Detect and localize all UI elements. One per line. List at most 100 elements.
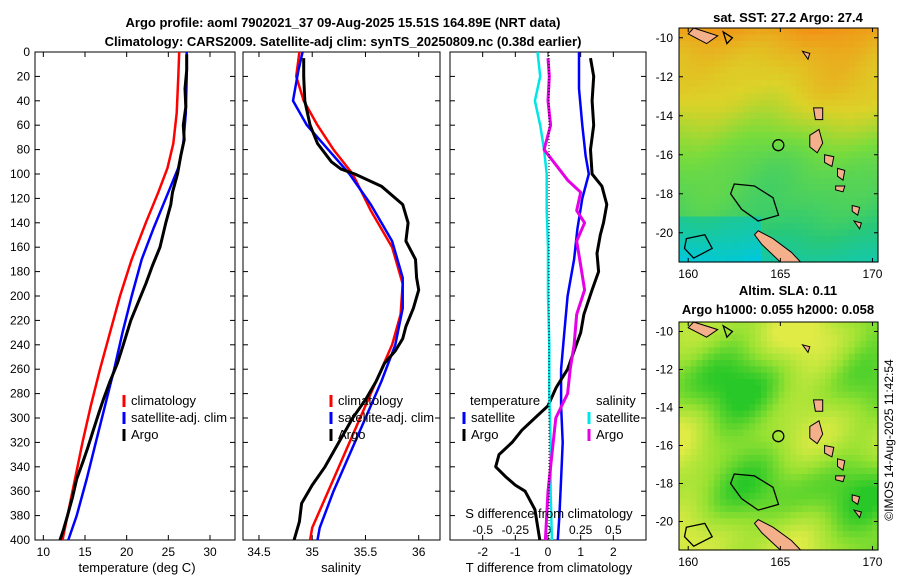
map-cell: [831, 203, 838, 211]
map-cell: [772, 341, 780, 348]
land-polygon: [687, 321, 719, 338]
map-cell: [719, 480, 727, 488]
y-tick-label: 360: [10, 484, 30, 498]
map-cell: [807, 203, 815, 211]
map-cell: [778, 177, 785, 185]
map-cell: [772, 34, 780, 42]
map-cell: [819, 347, 826, 355]
map-cell: [725, 341, 733, 348]
map-cell: [708, 54, 715, 62]
map-cell: [725, 41, 733, 49]
map-cell: [831, 119, 838, 127]
map-cell: [755, 360, 762, 367]
map-cell: [766, 417, 774, 424]
map-cell: [749, 474, 756, 481]
map-cell: [719, 242, 727, 250]
map-cell: [684, 60, 692, 68]
map-cell: [872, 391, 879, 399]
lat-tick-label: -20: [656, 515, 674, 529]
map-cell: [714, 112, 721, 120]
map-cell: [848, 236, 856, 244]
map-cell: [801, 119, 809, 127]
map-cell: [755, 125, 762, 133]
map-cell: [866, 480, 873, 488]
map-cell: [743, 505, 750, 513]
map-cell: [684, 385, 692, 393]
map-cell: [801, 138, 809, 146]
map-cell: [696, 203, 704, 211]
map-cell: [696, 398, 704, 405]
map-cell: [848, 518, 856, 526]
map-cell: [837, 28, 844, 36]
map-cell: [784, 417, 791, 424]
y-tick-label: 220: [10, 313, 30, 327]
map-cell: [696, 455, 704, 462]
map-cell: [807, 145, 815, 153]
map-cell: [848, 512, 856, 519]
map-cell: [801, 499, 809, 507]
map-cell: [790, 184, 797, 192]
map-cell: [684, 177, 692, 185]
map-cell: [837, 334, 844, 342]
map-cell: [784, 455, 791, 462]
map-cell: [702, 448, 709, 456]
map-cell: [772, 54, 780, 62]
map-cell: [801, 366, 809, 374]
map-cell: [708, 404, 715, 412]
map-cell: [807, 86, 815, 94]
map-cell: [684, 372, 692, 380]
map-cell: [796, 119, 803, 127]
map-cell: [749, 499, 756, 507]
map-cell: [725, 429, 733, 437]
map-cell: [749, 158, 756, 166]
map-cell: [784, 229, 791, 237]
map-cell: [737, 512, 744, 519]
map-cell: [813, 203, 821, 211]
map-cell: [690, 47, 698, 55]
map-cell: [714, 385, 721, 393]
map-cell: [860, 353, 867, 361]
map-cell: [872, 249, 879, 257]
map-cell: [725, 467, 733, 475]
map-cell: [842, 353, 850, 361]
map-cell: [714, 145, 721, 153]
map-cell: [743, 518, 750, 526]
map-cell: [831, 236, 838, 244]
map-cell: [813, 73, 821, 81]
map-cell: [854, 93, 862, 101]
map-cell: [696, 47, 704, 55]
map-cell: [842, 398, 850, 405]
map-cell: [772, 429, 780, 437]
map-cell: [784, 372, 791, 380]
map-cell: [784, 512, 791, 519]
map-cell: [772, 216, 780, 224]
map-cell: [778, 410, 785, 418]
map-cell: [749, 455, 756, 462]
map-cell: [837, 360, 844, 367]
map-cell: [831, 171, 838, 179]
map-cell: [837, 372, 844, 380]
map-cell: [819, 423, 826, 431]
map-cell: [866, 474, 873, 481]
map-cell: [819, 537, 826, 545]
map-cell: [796, 455, 803, 462]
map-cell: [854, 404, 862, 412]
map-cell: [737, 524, 744, 532]
map-cell: [684, 132, 692, 140]
map-cell: [708, 190, 715, 198]
map-cell: [872, 334, 879, 342]
map-cell: [831, 255, 838, 263]
map-cell: [766, 322, 774, 329]
map-cell: [848, 93, 856, 101]
map-cell: [819, 518, 826, 526]
map-cell: [825, 518, 832, 526]
map-cell: [778, 341, 785, 348]
map-cell: [679, 499, 686, 507]
map-cell: [854, 518, 862, 526]
map-cell: [690, 518, 698, 526]
map-cell: [702, 47, 709, 55]
map-cell: [819, 410, 826, 418]
map-cell: [760, 216, 768, 224]
map-cell: [813, 353, 821, 361]
difference-profile-panel: -2 -1 0 1 2-0.5 -0.25 0 0.25 0.5 T difference fr…: [449, 51, 647, 575]
